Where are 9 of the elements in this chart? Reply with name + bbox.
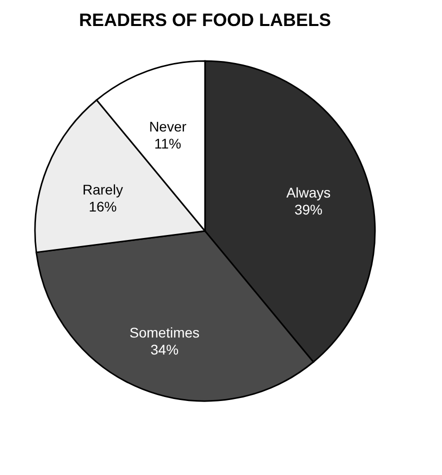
slice-label: Rarely bbox=[82, 182, 123, 198]
data-label: 16% bbox=[88, 198, 117, 215]
slice-label: Always bbox=[286, 184, 331, 201]
data-label: 11% bbox=[154, 136, 182, 152]
slice-label: Sometimes bbox=[129, 324, 200, 340]
data-label: 39% bbox=[294, 202, 323, 218]
chart-title: READERS OF FOOD LABELS bbox=[78, 10, 332, 30]
data-label: 34% bbox=[150, 341, 179, 358]
slice-label: Never bbox=[149, 118, 187, 135]
